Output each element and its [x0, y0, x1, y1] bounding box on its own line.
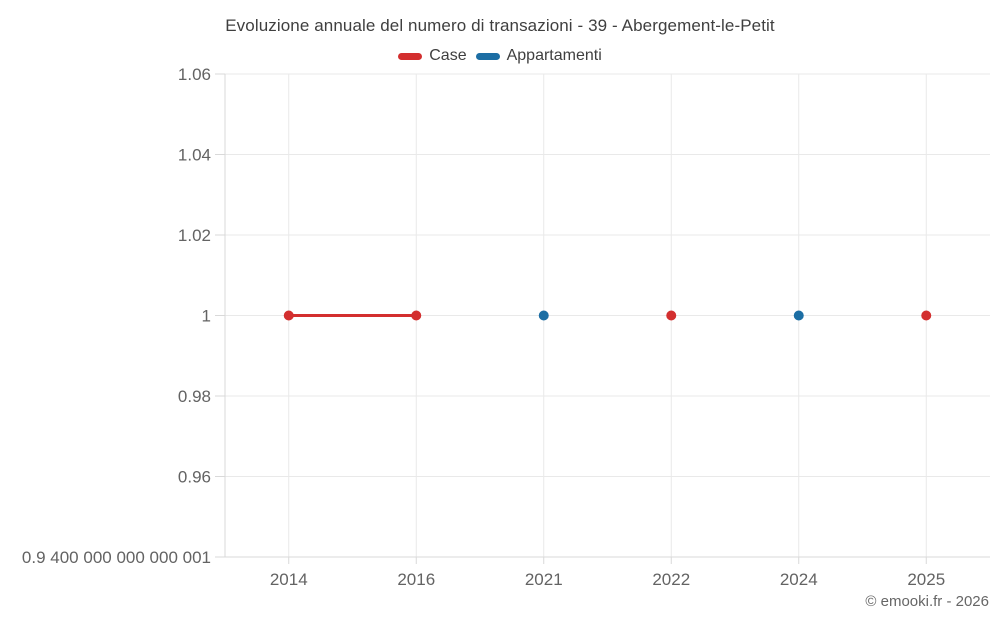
y-tick-label: 0.96 — [178, 468, 211, 487]
legend-swatch-case — [398, 52, 423, 60]
chart-title: Evoluzione annuale del numero di transaz… — [225, 16, 775, 35]
data-point-case-2025[interactable] — [921, 310, 932, 321]
chart-legend: Case Appartamenti — [0, 46, 1000, 66]
legend-label-appartamenti: Appartamenti — [506, 47, 602, 64]
x-tick-label: 2024 — [780, 570, 818, 589]
x-tick-label: 2016 — [397, 570, 435, 589]
y-tick-label: 1.04 — [178, 146, 211, 165]
legend-swatch-appartamenti — [475, 52, 500, 60]
y-tick-label: 0.9 400 000 000 000 001 — [22, 548, 211, 567]
data-point-case-2022[interactable] — [666, 310, 677, 321]
y-tick-label: 1 — [202, 307, 211, 326]
x-tick-label: 2022 — [652, 570, 690, 589]
y-tick-label: 0.98 — [178, 387, 211, 406]
y-tick-label: 1.06 — [178, 65, 211, 84]
legend-label-case: Case — [429, 47, 467, 64]
x-tick-label: 2021 — [525, 570, 563, 589]
legend-item-case[interactable]: Case — [398, 47, 467, 65]
data-point-appartamenti-2021[interactable] — [538, 310, 549, 321]
y-tick-label: 1.02 — [178, 226, 211, 245]
data-point-case-2014[interactable] — [283, 310, 294, 321]
data-point-appartamenti-2024[interactable] — [793, 310, 804, 321]
x-tick-label: 2014 — [270, 570, 308, 589]
x-tick-label: 2025 — [907, 570, 945, 589]
legend-item-appartamenti[interactable]: Appartamenti — [475, 47, 602, 65]
copyright-text: © emooki.fr - 2026 — [865, 593, 989, 610]
data-point-case-2016[interactable] — [411, 310, 422, 321]
